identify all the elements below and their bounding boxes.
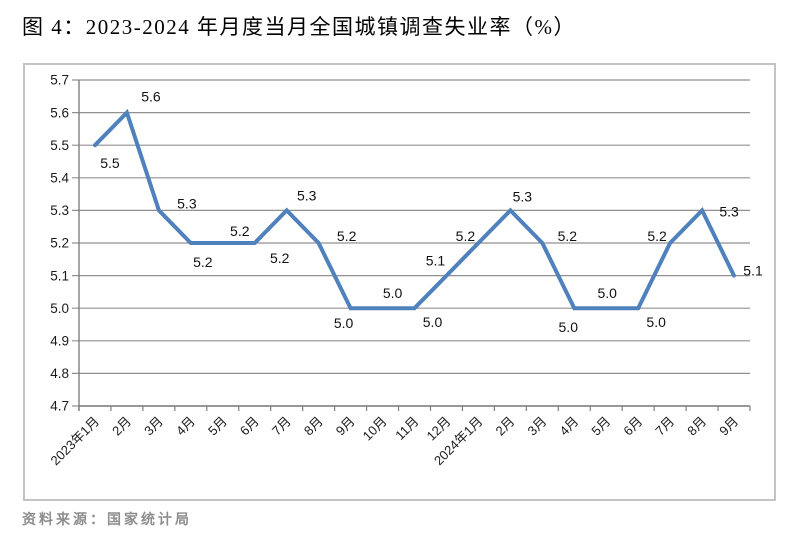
data-point-label: 5.3 [513, 188, 533, 204]
data-point-label: 5.3 [297, 187, 317, 203]
data-point-label: 5.2 [230, 223, 250, 239]
data-point-label: 5.2 [558, 228, 578, 244]
y-tick-label: 4.7 [50, 399, 69, 414]
data-point-label: 5.0 [597, 285, 617, 301]
y-tick-label: 4.8 [50, 366, 69, 381]
y-tick-label: 5.4 [50, 171, 69, 186]
figure-title: 图 4：2023-2024 年月度当月全国城镇调查失业率（%） [22, 15, 576, 39]
data-point-label: 5.1 [426, 253, 446, 269]
data-point-label: 5.0 [334, 315, 354, 331]
data-point-label: 5.0 [646, 314, 666, 330]
data-point-label: 5.0 [383, 285, 403, 301]
data-point-label: 5.5 [100, 155, 120, 171]
data-point-label: 5.2 [337, 228, 357, 244]
chart-area: 5.7 5.6 5.5 5.4 5.3 5.2 5.1 5.0 4.9 4.8 4.7 5.5 5.6 5… [23, 63, 776, 501]
data-point-label: 5.2 [647, 228, 667, 244]
data-point-label: 5.2 [456, 228, 476, 244]
y-tick-label: 5.1 [50, 268, 69, 283]
y-tick-label: 5.0 [50, 301, 69, 316]
data-point-label: 5.2 [193, 254, 213, 270]
y-tick-label: 4.9 [50, 334, 69, 349]
data-point-label: 5.6 [141, 89, 161, 105]
y-tick-label: 5.6 [50, 105, 69, 120]
data-point-label: 5.3 [719, 203, 739, 219]
y-tick-label: 5.2 [50, 236, 69, 251]
y-tick-label: 5.5 [50, 138, 69, 153]
data-line [93, 108, 736, 311]
data-point-label: 5.3 [177, 195, 197, 211]
data-point-label: 5.0 [559, 319, 579, 335]
y-tick-label: 5.3 [50, 203, 69, 218]
data-point-label: 5.2 [270, 250, 290, 266]
y-tick-label: 5.7 [50, 73, 69, 88]
line-chart: 5.7 5.6 5.5 5.4 5.3 5.2 5.1 5.0 4.9 4.8 4.7 5.5 5.6 5… [23, 63, 776, 501]
data-point-label: 5.0 [423, 314, 443, 330]
data-point-label: 5.1 [743, 263, 763, 279]
source-note: 资料来源：国家统计局 [22, 513, 192, 528]
